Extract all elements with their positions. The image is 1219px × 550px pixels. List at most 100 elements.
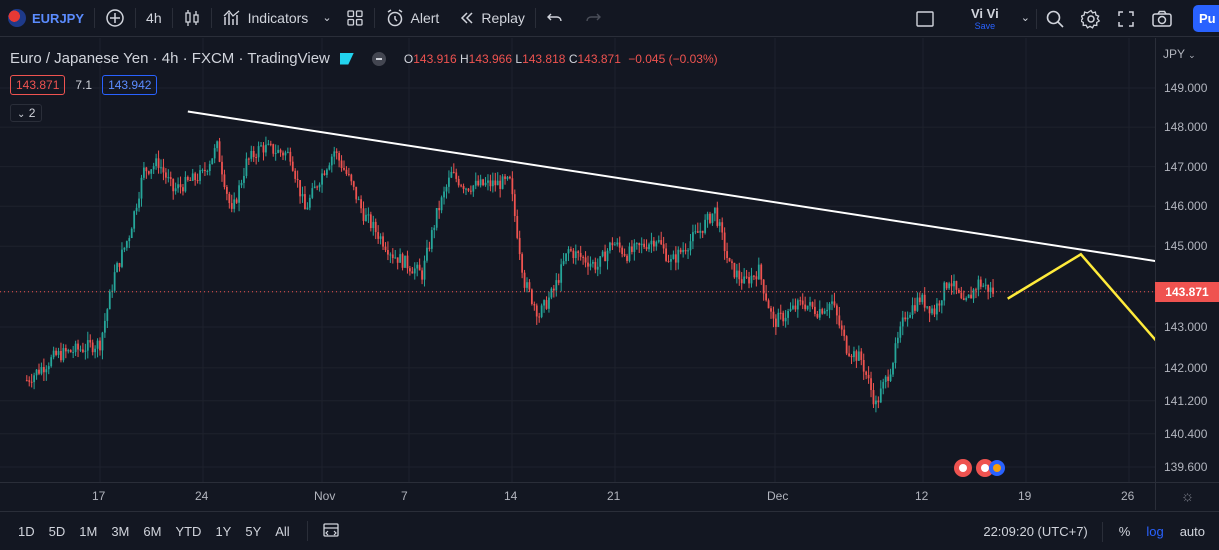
auto-toggle[interactable]: auto [1179, 524, 1205, 539]
price-tick-label: 146.000 [1164, 199, 1208, 214]
candle-body [323, 173, 326, 175]
range-button-1m[interactable]: 1M [79, 523, 98, 539]
goto-date-button[interactable] [318, 522, 344, 541]
candle-body [911, 305, 914, 315]
candle-body [172, 178, 175, 192]
range-button-ytd[interactable]: YTD [175, 523, 202, 539]
candle-body [504, 176, 506, 179]
low-value: 143.818 [522, 51, 566, 66]
candle-body [130, 228, 133, 239]
candle-body [901, 317, 904, 327]
time-tick-label: Dec [767, 489, 789, 503]
layout-dropdown[interactable]: ⌄ [1015, 0, 1036, 37]
candle-body [579, 252, 582, 257]
range-button-6m[interactable]: 6M [143, 523, 162, 539]
candle-body [523, 272, 526, 288]
sell-price-button[interactable]: 143.871 [10, 75, 66, 95]
redo-button[interactable] [574, 0, 612, 37]
candle-body [467, 188, 470, 191]
percent-toggle[interactable]: % [1118, 524, 1131, 539]
candle-body [418, 264, 421, 271]
candle-body [294, 170, 297, 179]
candle-body [814, 306, 816, 314]
range-button-5y[interactable]: 5Y [245, 523, 262, 539]
compare-button[interactable] [95, 0, 135, 37]
candle-body [423, 260, 426, 280]
buy-price-button[interactable]: 143.942 [102, 75, 158, 95]
range-button-1d[interactable]: 1D [18, 523, 35, 539]
camera-icon [1152, 10, 1172, 27]
candle-body [621, 247, 624, 255]
price-axis[interactable]: 149.000 148.000 147.000 146.000 145.000 143.0… [1155, 38, 1219, 482]
candle-body [103, 320, 106, 333]
candle-body [713, 207, 716, 214]
interval-button[interactable]: 4h [146, 10, 162, 26]
symbol-search[interactable]: EURJPY [0, 0, 94, 37]
candle-body [721, 222, 724, 233]
chevron-down-icon: ⌄ [1188, 50, 1196, 60]
candle-body [838, 315, 841, 326]
replay-button[interactable]: Replay [449, 0, 535, 37]
candle-body [570, 249, 572, 251]
candle-body [782, 312, 785, 322]
candle-body [330, 156, 333, 166]
user-layout-button[interactable]: Vi Vi Save [945, 0, 1015, 37]
currency-label[interactable]: JPY ⌄ [1163, 47, 1196, 61]
candle-body [389, 254, 392, 256]
chart-canvas[interactable] [0, 38, 1219, 482]
snapshot-button[interactable] [1143, 0, 1181, 37]
indicators-collapse-button[interactable]: ⌄ 2 [10, 104, 43, 122]
candle-body [689, 241, 692, 251]
undo-button[interactable] [536, 0, 574, 37]
axis-settings-button[interactable]: ☼ [1155, 482, 1219, 510]
legend-title[interactable]: Euro / Japanese Yen · 4h · FXCM · Tradin… [10, 50, 330, 67]
candle-body [662, 244, 665, 249]
candle-body [426, 247, 428, 261]
publish-button[interactable]: Pu [1193, 5, 1219, 32]
range-button-all[interactable]: All [275, 523, 290, 539]
ohlc-values: O143.916 H143.966 L143.818 C143.871 −0.0… [404, 52, 718, 66]
layouts-button[interactable] [336, 0, 374, 37]
candle-body [938, 303, 941, 306]
clock[interactable]: 22:09:20 (UTC+7) [983, 524, 1088, 539]
candle-body [626, 255, 628, 261]
high-value: 143.966 [468, 51, 513, 66]
candle-body [709, 213, 711, 223]
alert-button[interactable]: Alert [375, 0, 450, 37]
range-button-5d[interactable]: 5D [48, 523, 66, 539]
candle-body [406, 255, 409, 269]
currency-code: JPY [1163, 47, 1185, 61]
candle-body [186, 176, 189, 180]
candle-body [789, 308, 792, 311]
fullscreen-toggle-button[interactable] [905, 0, 945, 37]
log-toggle[interactable]: log [1146, 524, 1164, 539]
search-button[interactable] [1037, 0, 1073, 37]
candle-body [745, 276, 748, 278]
candle-body [779, 312, 782, 314]
settings-button[interactable] [1073, 0, 1109, 37]
indicators-dropdown[interactable]: ⌄ [318, 0, 335, 37]
candle-body [60, 351, 62, 361]
candle-body [670, 259, 672, 262]
candle-body [936, 303, 938, 315]
candle-body [865, 371, 868, 375]
candle-body [587, 262, 589, 267]
candle-body [521, 254, 524, 273]
candle-body [982, 285, 985, 287]
candle-body [557, 280, 560, 283]
time-axis[interactable]: 17 24 Nov 7 14 21 Dec 12 19 26 [0, 482, 1155, 510]
candle-body [401, 254, 404, 268]
indicators-button[interactable]: Indicators [212, 0, 319, 37]
candle-body [311, 188, 314, 198]
chart-type-button[interactable] [173, 0, 211, 37]
range-button-3m[interactable]: 3M [111, 523, 130, 539]
candle-body [591, 261, 594, 264]
range-button-1y[interactable]: 1Y [215, 523, 232, 539]
candle-body [882, 381, 885, 389]
candle-body [753, 275, 755, 277]
hide-legend-icon[interactable] [371, 51, 386, 66]
fullscreen-button[interactable] [1109, 0, 1143, 37]
event-markers [954, 459, 1005, 477]
candle-body [928, 306, 931, 314]
dividend-event-dot [993, 464, 1001, 472]
